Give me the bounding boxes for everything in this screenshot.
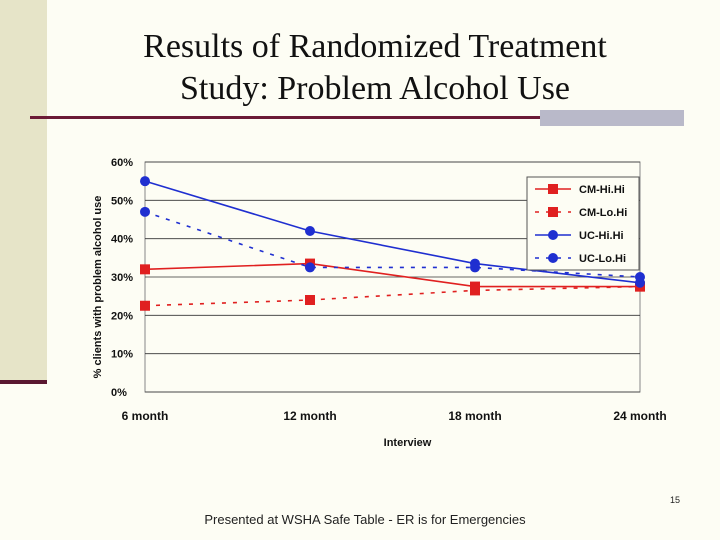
x-tick-label: 12 month (283, 409, 336, 423)
data-point-square (140, 264, 150, 275)
y-tick-label: 30% (111, 272, 133, 284)
slide-title-line-2: Study: Problem Alcohol Use (179, 70, 571, 107)
data-point-circle (305, 262, 315, 273)
x-axis-label: Interview (384, 437, 432, 449)
y-axis-label: % clients with problem alcohol use (92, 196, 104, 379)
footer-text: Presented at WSHA Safe Table - ER is for… (204, 512, 526, 527)
y-tick-label: 20% (111, 310, 133, 322)
page-number: 15 (669, 495, 680, 505)
slide-title: Results of Randomized Treatment Study: P… (60, 26, 690, 110)
y-tick-label: 50% (111, 195, 133, 207)
title-divider (30, 116, 540, 119)
x-tick-label: 6 month (122, 409, 169, 423)
series-line (144, 285, 641, 307)
y-tick-label: 60% (111, 157, 133, 169)
series-line (144, 180, 641, 284)
slide-title-line-1: Results of Randomized Treatment (143, 28, 607, 65)
legend-label: UC-Lo.Hi (579, 253, 626, 265)
data-point-square (470, 285, 480, 296)
legend-marker-circle (548, 230, 558, 240)
y-tick-label: 40% (111, 234, 133, 246)
data-point-circle (140, 206, 150, 217)
legend-label: UC-Hi.Hi (579, 230, 624, 242)
series-line (144, 262, 640, 288)
decorative-side-bar (0, 0, 47, 383)
data-point-square (140, 300, 150, 311)
data-point-circle (140, 176, 150, 187)
legend-box (526, 176, 640, 271)
data-point-circle (470, 262, 480, 273)
data-point-circle (635, 272, 645, 282)
legend-marker-circle (548, 253, 558, 263)
title-divider-accent (540, 110, 684, 126)
y-tick-label: 10% (111, 349, 133, 361)
y-tick-label: 0% (111, 387, 127, 399)
x-tick-label: 18 month (448, 409, 501, 423)
legend-marker-square (548, 184, 558, 194)
series-line (144, 211, 641, 278)
decorative-side-bar-edge (0, 380, 47, 384)
legend-label: CM-Hi.Hi (579, 184, 625, 196)
data-point-circle (305, 226, 315, 236)
legend-label: CM-Lo.Hi (579, 207, 627, 219)
x-tick-label: 24 month (613, 409, 666, 423)
legend-marker-square (548, 207, 558, 217)
data-point-square (305, 295, 315, 305)
